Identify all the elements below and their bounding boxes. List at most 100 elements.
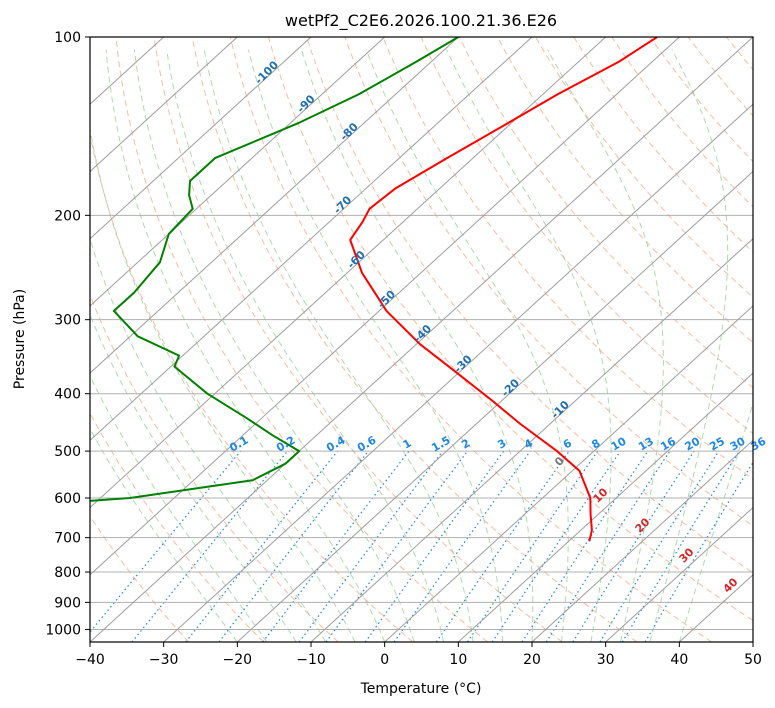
moist-adiabat bbox=[90, 313, 297, 642]
mixing-ratio-line bbox=[545, 450, 671, 642]
x-tick-label: 40 bbox=[670, 652, 688, 668]
mixing-ratio-line bbox=[218, 450, 369, 642]
mixing-ratio-line bbox=[90, 450, 242, 634]
x-tick-label: −10 bbox=[296, 652, 326, 668]
dry-adiabat bbox=[765, 37, 775, 642]
dry-adiabat bbox=[90, 293, 339, 642]
isotherm-gridline bbox=[90, 37, 607, 509]
mixing-ratio-line bbox=[435, 450, 570, 642]
dry-adiabat bbox=[306, 37, 753, 574]
dry-adiabat bbox=[90, 131, 414, 642]
moist-adiabat bbox=[90, 237, 327, 642]
x-tick-label: 0 bbox=[380, 652, 389, 668]
mixing-ratio-label: 3 bbox=[495, 437, 508, 452]
dry-adiabat bbox=[229, 37, 712, 642]
isotherm-gridline bbox=[90, 37, 386, 307]
x-tick-label: 30 bbox=[597, 652, 615, 668]
dry-adiabat bbox=[115, 37, 488, 642]
x-tick-label: −40 bbox=[75, 652, 105, 668]
y-tick-label: 200 bbox=[54, 208, 81, 224]
mixing-ratio-line bbox=[325, 450, 468, 642]
isotherm-gridline bbox=[90, 37, 533, 442]
dry-adiabat bbox=[611, 37, 753, 208]
y-tick-label: 700 bbox=[54, 531, 81, 547]
isotherm-gridline bbox=[90, 37, 680, 576]
mixing-ratio-line bbox=[599, 450, 720, 642]
dry-adiabat bbox=[458, 37, 753, 389]
dry-adiabat bbox=[268, 37, 753, 622]
isotherm-label: -80 bbox=[338, 120, 361, 143]
mixing-ratio-line bbox=[467, 450, 599, 642]
isotherm-label: -60 bbox=[345, 248, 368, 271]
y-tick-label: 100 bbox=[54, 30, 81, 46]
isotherm-gridline bbox=[90, 37, 459, 374]
dewpoint-line bbox=[90, 37, 459, 502]
dry-adiabat bbox=[535, 37, 753, 298]
isotherm-gridline bbox=[90, 37, 753, 642]
mixing-ratio-label: 2 bbox=[459, 437, 472, 452]
temperature-line bbox=[349, 37, 658, 542]
mixing-ratio-label: 1 bbox=[401, 437, 414, 452]
moist-adiabat bbox=[678, 401, 753, 642]
x-tick-label: 20 bbox=[523, 652, 541, 668]
y-tick-label: 300 bbox=[54, 313, 81, 329]
isotherm-label: -90 bbox=[294, 92, 317, 115]
dry-adiabat bbox=[496, 37, 753, 344]
isotherm-label: 20 bbox=[633, 515, 653, 535]
dry-adiabat bbox=[344, 37, 753, 527]
dry-adiabat bbox=[726, 37, 753, 71]
mixing-ratio-line bbox=[644, 461, 753, 642]
dry-adiabat bbox=[382, 37, 753, 481]
chart-title: wetPf2_C2E6.2026.100.21.36.E26 bbox=[285, 11, 557, 31]
y-tick-label: 600 bbox=[54, 491, 81, 507]
isotherm-label: 40 bbox=[721, 575, 741, 595]
moist-adiabat bbox=[166, 49, 445, 642]
moist-adiabat bbox=[90, 125, 356, 642]
profile-lines bbox=[90, 37, 658, 542]
isotherm-label: 30 bbox=[677, 545, 697, 565]
isotherm-gridline bbox=[90, 37, 238, 173]
dry-adiabat bbox=[687, 37, 753, 117]
y-tick-label: 400 bbox=[54, 387, 81, 403]
isotherm-label: -10 bbox=[549, 398, 572, 421]
moist-adiabat bbox=[365, 49, 569, 642]
isotherm-label: -70 bbox=[331, 193, 354, 216]
x-axis-title: Temperature (°C) bbox=[360, 681, 482, 697]
mixing-ratio-line bbox=[131, 450, 289, 642]
y-tick-label: 500 bbox=[54, 444, 81, 460]
moist-adiabat bbox=[203, 49, 474, 642]
moist-adiabat bbox=[90, 374, 268, 642]
axes: −40 −30 −20 −10 0 10 20 30 40 50 100 200 300 400 500 60… bbox=[45, 30, 762, 668]
moist-adiabat bbox=[301, 49, 534, 642]
line-labels: 0.1 0.2 0.4 0.6 1 1.5 2 3 4 6 8 10 13 16 20 25 30 36-100-… bbox=[227, 58, 768, 595]
mixing-ratio-label: 8 bbox=[589, 437, 602, 452]
isotherm-gridline bbox=[605, 506, 753, 642]
dry-adiabat bbox=[573, 37, 753, 253]
isotherm-gridline bbox=[531, 439, 753, 642]
moist-adiabat bbox=[649, 49, 729, 642]
dry-adiabat bbox=[153, 37, 563, 642]
moist-adiabat bbox=[247, 49, 503, 642]
isotherm-label: -50 bbox=[375, 288, 398, 311]
dry-adiabat bbox=[649, 37, 753, 163]
y-tick-label: 800 bbox=[54, 565, 81, 581]
moist-adiabat bbox=[133, 49, 415, 642]
x-tick-label: −30 bbox=[149, 652, 179, 668]
mixing-ratio-line bbox=[572, 450, 695, 642]
x-tick-label: 10 bbox=[449, 652, 467, 668]
isotherm-gridline bbox=[310, 237, 753, 642]
dry-adiabat bbox=[191, 37, 638, 642]
x-tick-label: −20 bbox=[223, 652, 253, 668]
y-axis-title: Pressure (hPa) bbox=[12, 289, 28, 389]
dry-adiabat bbox=[420, 37, 753, 434]
mixing-ratio-line bbox=[364, 450, 505, 642]
isotherm-gridline bbox=[457, 372, 753, 642]
mixing-ratio-line bbox=[185, 450, 339, 642]
x-tick-label: 50 bbox=[744, 652, 762, 668]
mixing-ratio-line bbox=[491, 450, 621, 642]
isotherm-gridline bbox=[752, 641, 753, 642]
moist-adiabat bbox=[446, 49, 612, 642]
isotherm-gridline bbox=[236, 170, 753, 642]
isotherm-gridline bbox=[163, 103, 753, 642]
